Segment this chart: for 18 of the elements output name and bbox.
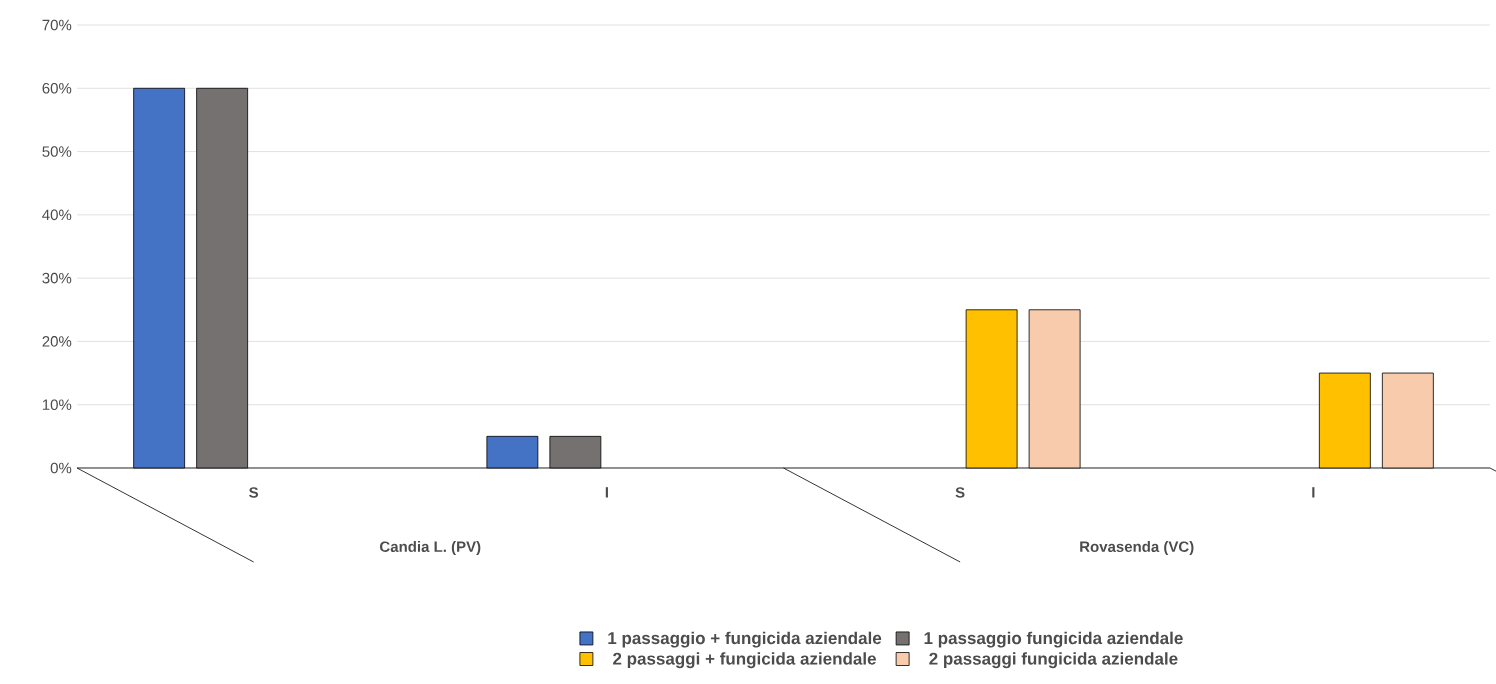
x-tick-label: I [1312,487,1315,498]
x-tick-label: S [955,487,965,498]
y-tick-label: 50% [42,146,72,157]
y-tick-label: 40% [42,209,72,221]
text: Rovasenda (VC) [1080,541,1194,555]
y-tick-label: 0% [50,462,72,474]
x-tick-label: I [605,487,608,498]
text: Candia L. (PV) [380,541,481,555]
legend-label: 2 passaggi + fungicida aziendale [613,652,876,669]
x-tick-label: S [249,487,259,498]
y-tick-label: 20% [42,336,72,347]
y-tick-label: 10% [42,399,72,411]
y-tick-label: 30% [42,272,72,284]
legend-label: 2 passaggi fungicida aziendale [929,652,1178,669]
y-tick-label: 60% [42,82,72,94]
legend-label: 1 passaggio + fungicida aziendale [608,631,882,648]
y-tick-label: 70% [42,19,72,31]
legend-label: 1 passaggio fungicida aziendale [924,631,1183,648]
